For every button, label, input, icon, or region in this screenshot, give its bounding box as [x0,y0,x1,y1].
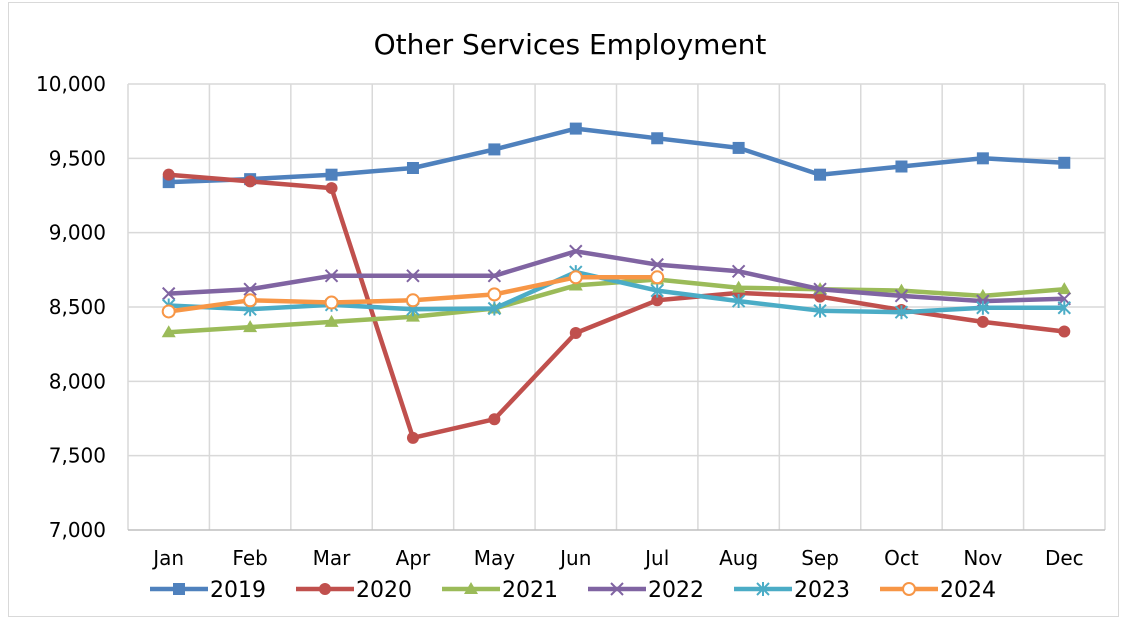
data-point-2020 [651,294,664,307]
data-point-2020 [569,327,582,340]
data-point-2020 [1058,325,1071,338]
x-tick-label: Dec [1045,546,1084,570]
data-point-2020 [162,168,175,181]
data-point-2020 [244,175,257,188]
legend-label: 2022 [648,578,704,603]
y-tick-label: 8,000 [49,369,106,393]
data-point-2020 [325,182,338,195]
legend-item-2021: 2021 [442,578,558,603]
legend-label: 2019 [210,578,266,603]
legend-marker [756,582,770,596]
data-point-2023 [894,305,909,320]
series-2024 [161,270,665,319]
legend-marker [464,582,478,594]
x-tick-label: Sep [801,546,839,570]
data-point-2020 [976,315,989,328]
data-point-2019 [488,143,501,156]
data-point-2023 [976,300,990,315]
legend-item-2022: 2022 [588,578,704,603]
data-point-2024 [650,270,665,285]
data-point-2019 [814,168,827,181]
data-point-2022 [406,269,420,283]
chart-title: Other Services Employment [374,28,767,61]
data-point-2021 [324,314,339,327]
data-point-2019 [732,141,745,154]
data-point-2019 [569,122,582,135]
data-point-2022 [324,269,339,283]
data-point-2019 [895,160,908,173]
data-point-2022 [569,244,583,258]
data-point-2019 [325,168,338,181]
legend-marker [173,583,185,595]
legend-label: 2021 [502,578,558,603]
data-point-2019 [406,161,419,174]
data-point-2022 [243,282,257,296]
data-point-2023 [1057,300,1071,315]
x-tick-label: Jun [558,546,591,570]
legend-label: 2020 [356,578,412,603]
data-point-2023 [731,294,746,309]
y-tick-label: 7,000 [49,518,106,542]
data-point-2022 [813,282,827,296]
y-tick-label: 9,500 [49,146,106,170]
x-tick-label: Feb [232,546,267,570]
data-point-2021 [243,320,258,333]
data-point-2019 [976,152,989,165]
data-point-2019 [651,132,664,145]
series-2019 [162,122,1071,189]
legend-item-2020: 2020 [296,578,412,603]
data-point-2022 [894,289,909,303]
data-point-2022 [650,257,664,272]
data-point-2021 [161,325,176,338]
series-line-2019 [168,126,1065,185]
series-line-2022 [168,249,1065,304]
x-tick-label: Apr [396,546,431,570]
x-tick-label: Mar [313,546,352,570]
data-point-2021 [568,278,583,291]
legend-item-2019: 2019 [150,578,266,603]
legend-item-2024: 2024 [880,578,996,603]
data-point-2023 [650,283,664,298]
data-point-2024 [243,293,258,308]
y-tick-label: 9,000 [49,221,106,245]
legend-marker [902,582,916,596]
data-point-2021 [731,280,746,293]
legend-item-2023: 2023 [734,578,850,603]
y-tick-label: 10,000 [36,72,106,96]
y-tick-label: 7,500 [49,444,106,468]
x-tick-label: Nov [963,546,1002,570]
data-point-2020 [488,413,501,426]
data-point-2023 [813,303,827,318]
data-point-2020 [406,431,419,444]
legend-marker [610,582,624,596]
x-tick-label: Jan [151,546,184,570]
data-point-2024 [324,295,339,310]
legend-label: 2024 [940,578,996,603]
legend-marker [319,583,331,595]
data-point-2022 [162,286,176,301]
y-tick-label: 8,500 [49,295,106,319]
data-point-2021 [1057,282,1072,295]
series-lines [161,122,1072,444]
axes: 7,000 7,500 8,000 8,500 9,000 9,500 10,000 Jan F… [36,72,1105,570]
data-point-2024 [405,293,420,308]
legend-label: 2023 [794,578,850,603]
data-point-2024 [487,287,502,302]
data-point-2019 [1058,156,1071,169]
series-line-2023 [168,269,1065,315]
legend: 2019 2020 2021 2022 2023 2024 [150,578,996,603]
data-point-2023 [487,301,502,316]
data-point-2024 [568,270,583,285]
x-tick-label: Jul [643,546,669,570]
data-point-2024 [161,304,176,319]
x-tick-label: May [474,546,516,570]
data-point-2022 [731,264,746,279]
data-point-2022 [487,269,502,283]
x-tick-label: Aug [719,546,758,570]
x-tick-label: Oct [884,546,919,570]
